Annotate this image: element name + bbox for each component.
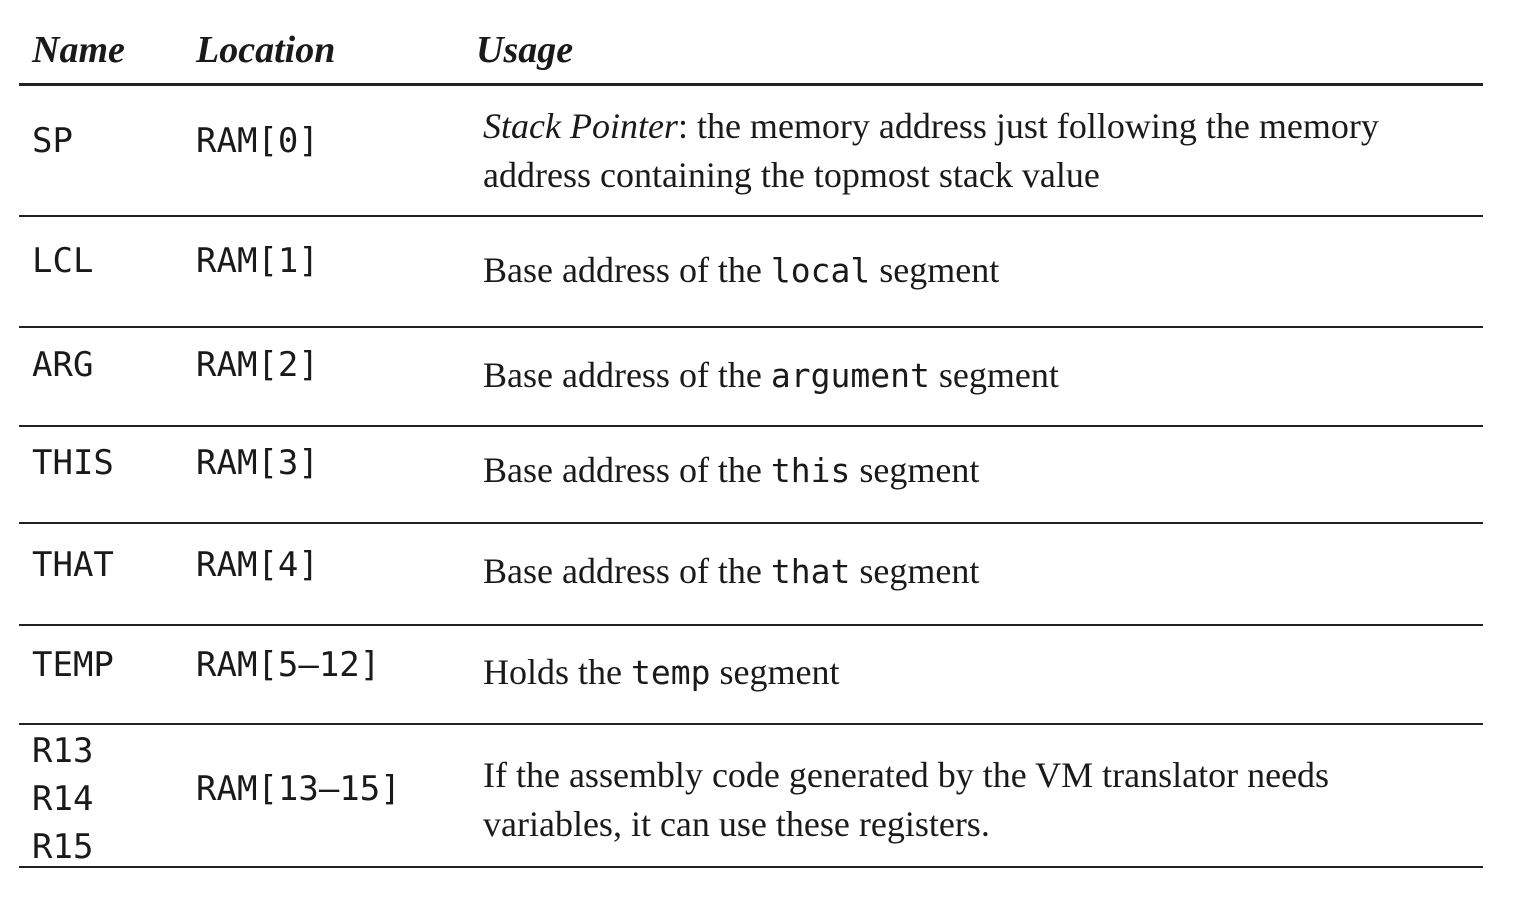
table-header: Name Location Usage — [19, 0, 1483, 86]
register-name: R15 — [32, 827, 94, 867]
usage-post: segment — [929, 355, 1059, 395]
register-name: R13 — [32, 731, 94, 771]
register-usage: Holds the temp segment — [483, 648, 1458, 697]
header-location: Location — [196, 29, 336, 71]
register-location: RAM[13–15] — [196, 769, 401, 809]
register-location: RAM[0] — [196, 121, 319, 161]
table-row-r13-r15: R13 R14 R15 RAM[13–15] If the assembly c… — [19, 725, 1483, 868]
usage-post: segment — [850, 551, 980, 591]
usage-post: segment — [710, 652, 840, 692]
usage-term: Stack Pointer — [483, 106, 678, 146]
register-location: RAM[4] — [196, 545, 319, 585]
register-name: R14 — [32, 779, 94, 819]
register-location: RAM[3] — [196, 443, 319, 483]
register-usage: Base address of the argument segment — [483, 351, 1458, 400]
usage-pre: Base address of the — [483, 551, 771, 591]
usage-segment-code: argument — [770, 356, 930, 395]
register-name: THIS — [32, 443, 114, 483]
table-row-this: THIS RAM[3] Base address of the this seg… — [19, 427, 1483, 524]
usage-pre: Base address of the — [483, 355, 771, 395]
table-row-that: THAT RAM[4] Base address of the that seg… — [19, 524, 1483, 626]
register-location: RAM[1] — [196, 241, 319, 281]
register-usage: Stack Pointer: the memory address just f… — [483, 102, 1458, 200]
table-row-lcl: LCL RAM[1] Base address of the local seg… — [19, 217, 1483, 328]
usage-segment-code: temp — [631, 653, 711, 692]
register-usage: Base address of the local segment — [483, 246, 1458, 295]
table-row-sp: SP RAM[0] Stack Pointer: the memory addr… — [19, 86, 1483, 217]
usage-pre: Base address of the — [483, 250, 771, 290]
register-name: LCL — [32, 241, 94, 281]
register-location: RAM[2] — [196, 345, 319, 385]
register-usage: Base address of the this segment — [483, 446, 1458, 495]
usage-segment-code: that — [770, 552, 851, 591]
header-usage: Usage — [476, 29, 574, 71]
register-usage: If the assembly code generated by the VM… — [483, 755, 1330, 844]
table-row-arg: ARG RAM[2] Base address of the argument … — [19, 328, 1483, 427]
usage-segment-code: this — [770, 451, 851, 490]
register-name: THAT — [32, 545, 114, 585]
usage-pre: Holds the — [483, 652, 631, 692]
usage-post: segment — [870, 250, 1000, 290]
header-name: Name — [32, 29, 125, 71]
register-location: RAM[5–12] — [196, 645, 381, 685]
table-row-temp: TEMP RAM[5–12] Holds the temp segment — [19, 626, 1483, 725]
usage-segment-code: local — [770, 251, 871, 290]
usage-post: segment — [850, 450, 980, 490]
registers-table: Name Location Usage SP RAM[0] Stack Poin… — [19, 0, 1483, 868]
register-name: ARG — [32, 345, 94, 385]
register-name: SP — [32, 121, 73, 161]
register-usage: Base address of the that segment — [483, 547, 1458, 596]
register-name-list: R13 R14 R15 — [32, 727, 93, 871]
usage-pre: Base address of the — [483, 450, 771, 490]
register-name: TEMP — [32, 645, 114, 685]
usage-text: : the memory address just following the … — [483, 106, 1379, 195]
